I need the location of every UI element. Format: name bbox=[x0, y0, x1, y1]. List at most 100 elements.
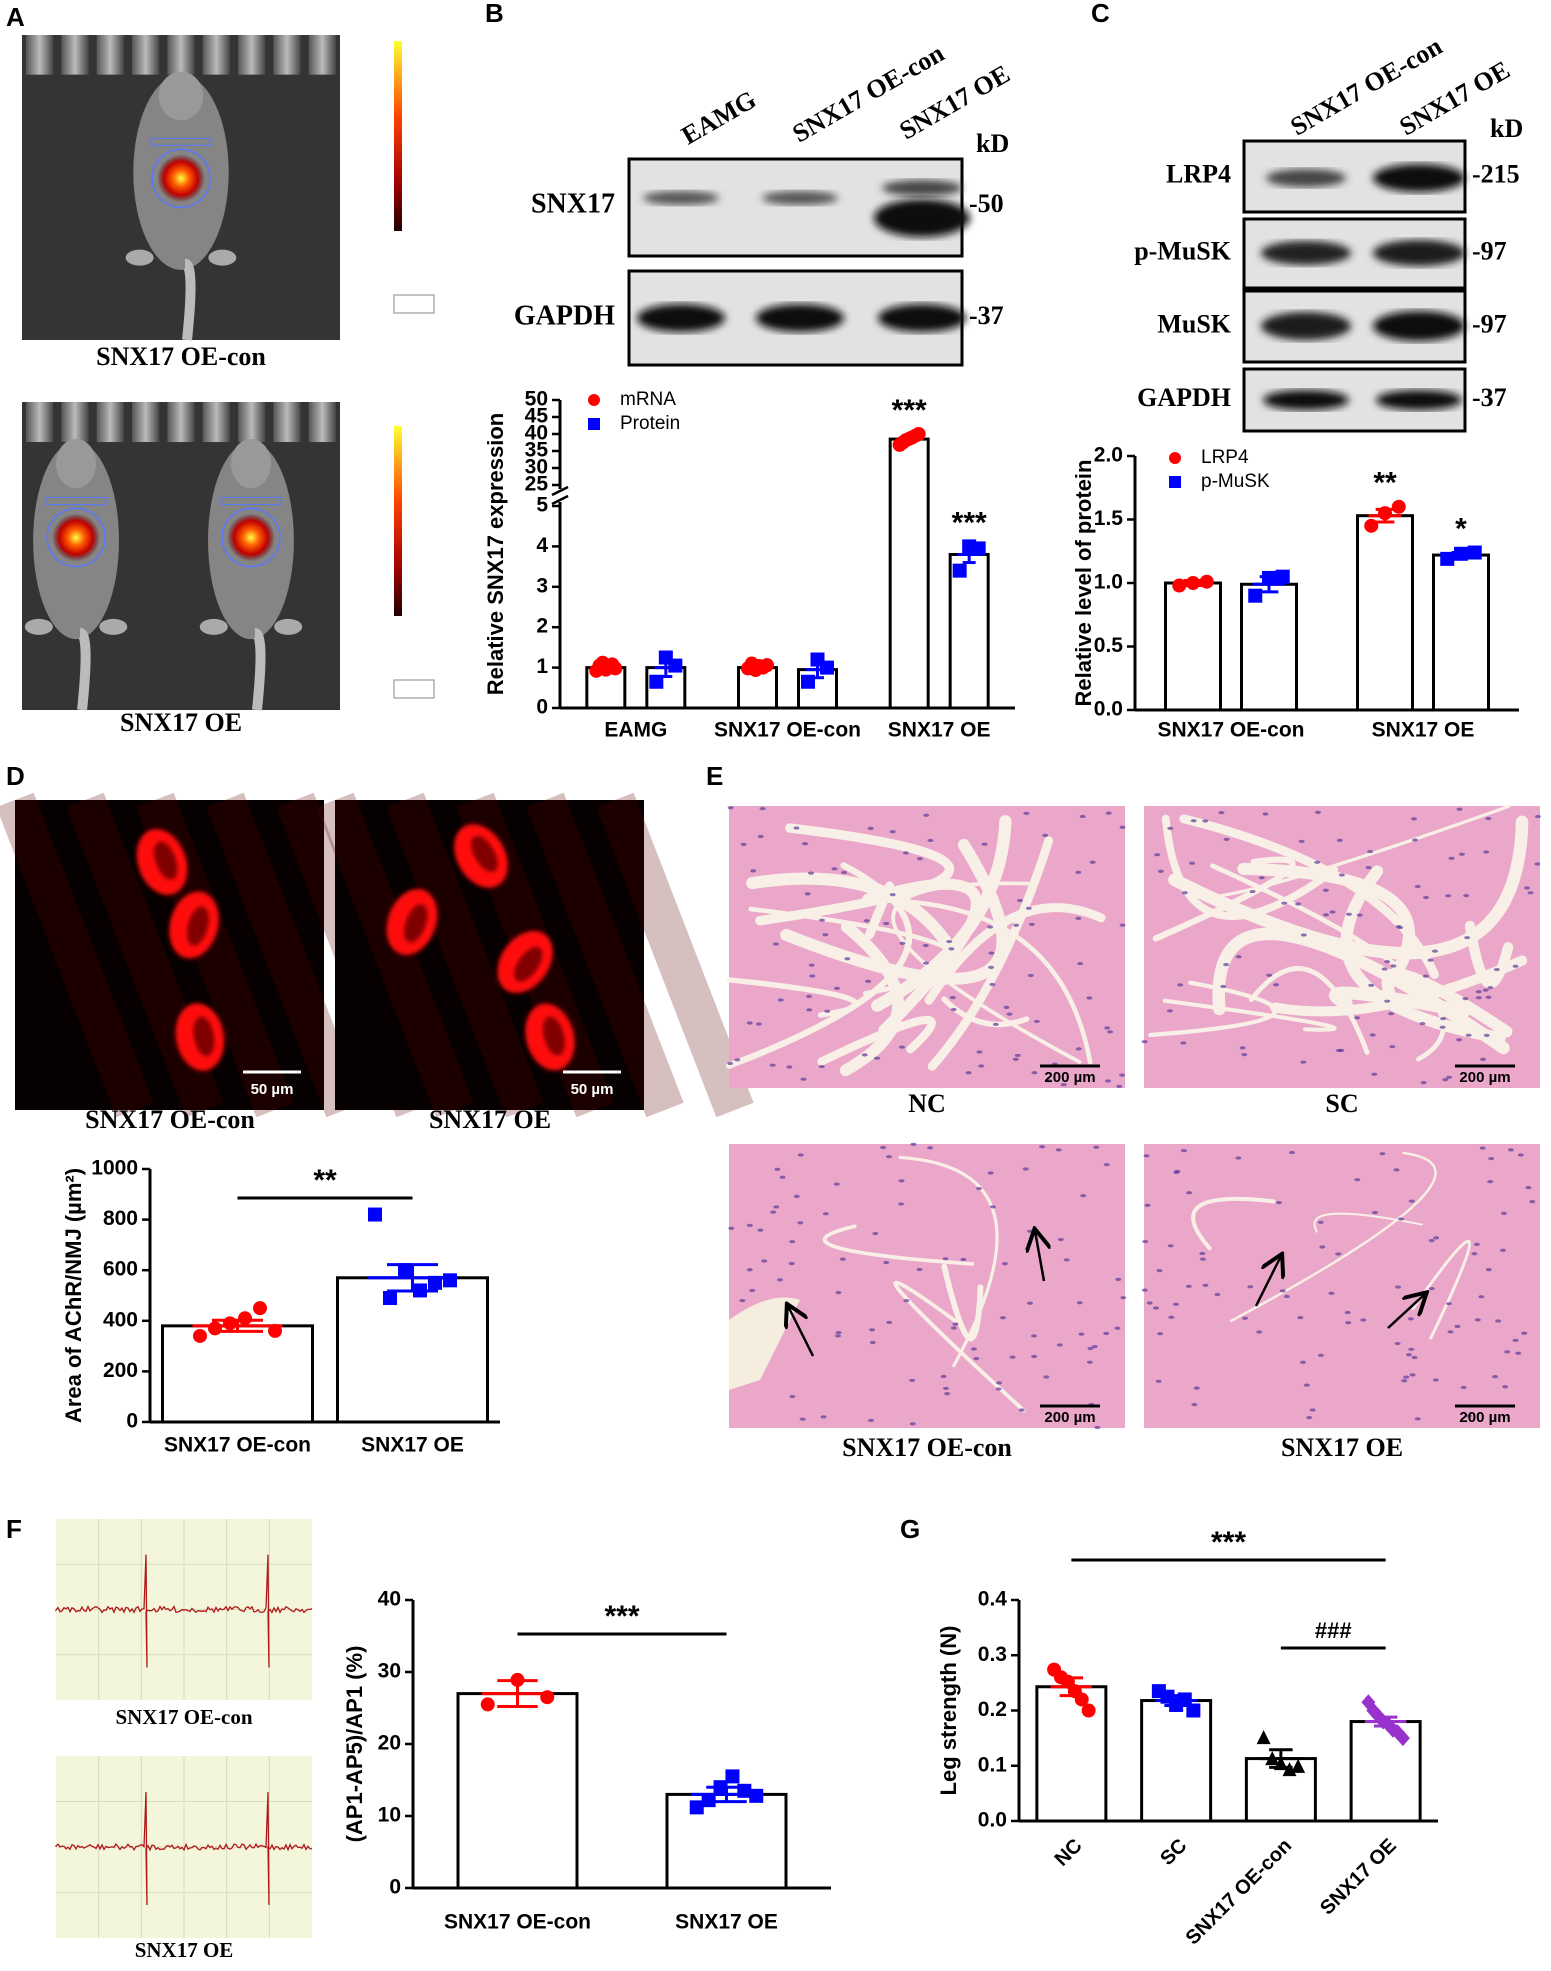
tissue-gap bbox=[1191, 1196, 1276, 1251]
mouse-tail bbox=[77, 628, 91, 711]
nucleus bbox=[1086, 1360, 1093, 1364]
nucleus bbox=[1495, 1319, 1502, 1323]
holder-cylinder bbox=[96, 35, 124, 75]
data-point bbox=[952, 563, 967, 578]
nucleus bbox=[818, 1064, 825, 1069]
nucleus bbox=[1025, 906, 1032, 910]
nucleus bbox=[965, 1071, 972, 1075]
image-caption: SNX17 OE bbox=[120, 708, 242, 737]
nucleus bbox=[1317, 1353, 1324, 1357]
nucleus bbox=[1107, 1030, 1114, 1034]
data-point bbox=[443, 1273, 457, 1288]
nucleus bbox=[902, 851, 909, 855]
y-tick-label: 30 bbox=[378, 1660, 401, 1683]
y-tick-label: 40 bbox=[525, 422, 548, 445]
holder-cylinder bbox=[61, 402, 89, 443]
nucleus bbox=[1401, 1379, 1408, 1383]
nucleus bbox=[1262, 812, 1269, 816]
nucleus bbox=[1317, 1220, 1324, 1224]
nucleus bbox=[1507, 1148, 1514, 1152]
nucleus bbox=[996, 1381, 1003, 1385]
x-tick-label: SNX17 OE-con bbox=[1157, 719, 1304, 742]
image-caption: SNX17 OE bbox=[135, 1938, 234, 1962]
nucleus bbox=[1105, 1079, 1112, 1083]
nucleus bbox=[1119, 923, 1126, 927]
tissue-gap bbox=[817, 1015, 936, 1066]
muscle-fiber bbox=[526, 792, 684, 1118]
nucleus bbox=[779, 1175, 786, 1179]
holder-cylinder bbox=[132, 35, 160, 75]
data-point bbox=[689, 1800, 704, 1815]
holder-cylinder bbox=[202, 402, 230, 443]
mouse-head bbox=[56, 438, 97, 489]
nucleus bbox=[1479, 1146, 1486, 1150]
y-tick-label: 45 bbox=[525, 405, 549, 428]
y-tick-label: 25 bbox=[525, 473, 549, 496]
image-caption: SNX17 OE bbox=[429, 1105, 551, 1134]
y-tick-label: 1.0 bbox=[1094, 571, 1123, 594]
y-tick-label: 5 bbox=[536, 494, 548, 517]
nucleus bbox=[746, 1268, 753, 1272]
y-tick-label: 4 bbox=[536, 534, 548, 557]
nucleus bbox=[1180, 1149, 1187, 1153]
holder-cylinder bbox=[167, 35, 195, 75]
mouse-leg bbox=[274, 618, 303, 635]
nucleus bbox=[1422, 974, 1429, 978]
image-caption: NC bbox=[908, 1089, 946, 1118]
nucleus bbox=[833, 1182, 840, 1186]
tissue-gap bbox=[1411, 1239, 1471, 1340]
mouse-leg bbox=[125, 249, 154, 266]
nucleus bbox=[1499, 1248, 1506, 1252]
nucleus bbox=[1223, 837, 1230, 841]
nucleus bbox=[1077, 961, 1084, 966]
nucleus bbox=[1241, 1316, 1248, 1320]
nucleus bbox=[1492, 1375, 1499, 1379]
nucleus bbox=[1393, 1168, 1400, 1172]
tissue-gap bbox=[780, 838, 1009, 985]
nucleus bbox=[916, 1267, 923, 1272]
nucleus bbox=[1063, 1258, 1070, 1262]
nucleus bbox=[1512, 1338, 1519, 1342]
nucleus bbox=[1220, 984, 1227, 989]
nucleus bbox=[1141, 1288, 1148, 1292]
nucleus bbox=[755, 1022, 762, 1026]
data-point bbox=[268, 1323, 282, 1338]
tissue-gap bbox=[891, 881, 1082, 1064]
bar bbox=[161, 1324, 314, 1424]
nucleus bbox=[1414, 884, 1421, 889]
nucleus bbox=[1475, 990, 1482, 994]
axis-break bbox=[551, 485, 569, 497]
blot-size: -97 bbox=[1472, 236, 1507, 265]
x-tick-label: SNX17 OE-con bbox=[164, 1434, 311, 1457]
y-tick-label: 0 bbox=[389, 1876, 401, 1899]
nucleus bbox=[1202, 819, 1209, 823]
significance: ** bbox=[313, 1164, 337, 1197]
nucleus bbox=[1056, 1343, 1063, 1347]
blot-row-label: GAPDH bbox=[1137, 383, 1231, 412]
y-axis-title: Relative level of protein bbox=[1071, 460, 1096, 707]
tissue-gap bbox=[1340, 865, 1506, 1044]
nucleus bbox=[989, 1205, 996, 1209]
nucleus bbox=[1186, 1191, 1193, 1195]
nucleus bbox=[1199, 1251, 1206, 1256]
blot-band bbox=[1373, 240, 1465, 266]
x-tick-label: SNX17 OE bbox=[675, 1911, 778, 1934]
nucleus bbox=[1420, 1081, 1427, 1085]
nucleus bbox=[1428, 1287, 1435, 1291]
lane-label: EAMG bbox=[676, 85, 761, 151]
nucleus bbox=[1012, 1057, 1019, 1061]
nucleus bbox=[1524, 886, 1531, 890]
nucleus bbox=[1483, 1033, 1490, 1037]
nucleus bbox=[1180, 1041, 1187, 1045]
nucleus bbox=[1241, 1052, 1248, 1057]
nucleus bbox=[1152, 1306, 1159, 1310]
data-point bbox=[649, 674, 664, 689]
scale-bar-label: 200 µm bbox=[1459, 1409, 1510, 1426]
nucleus bbox=[834, 1334, 841, 1338]
blot-band bbox=[882, 180, 962, 196]
nucleus bbox=[872, 1231, 879, 1236]
nucleus bbox=[1446, 1075, 1453, 1079]
nucleus bbox=[1247, 1285, 1254, 1289]
x-tick-label: SC bbox=[1156, 1835, 1191, 1870]
muscle-fiber bbox=[386, 792, 544, 1118]
